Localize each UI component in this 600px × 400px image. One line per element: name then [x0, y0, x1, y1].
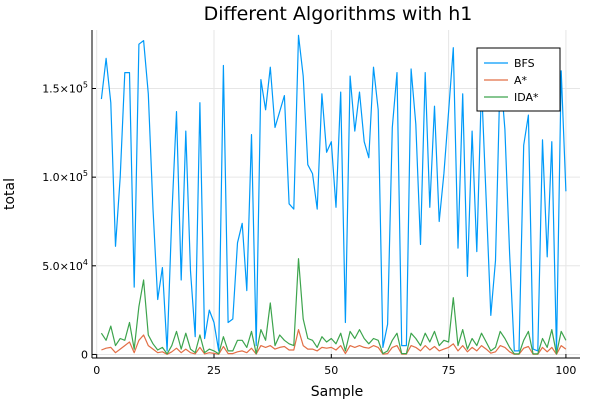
y-tick-base: 0 [81, 348, 88, 361]
legend: BFS A* IDA* [476, 47, 561, 112]
y-axis-label: total [2, 178, 18, 210]
y-tick-exponent: 5 [83, 81, 88, 90]
legend-label: A* [514, 74, 528, 87]
y-tick-label: 5.0×104 [42, 258, 88, 273]
y-tick-base: 5.0×10 [42, 260, 83, 273]
y-tick-exponent: 5 [83, 169, 88, 178]
series-line-a [101, 329, 567, 355]
series-group [100, 34, 567, 355]
x-tick-label: 75 [442, 364, 456, 377]
x-tick-label: 25 [207, 364, 221, 377]
x-axis-label: Sample [311, 384, 364, 400]
y-tick-label: 1.0×105 [42, 169, 88, 184]
series-line-ida [100, 258, 567, 355]
legend-label: BFS [514, 57, 535, 70]
y-tick-label: 0 [81, 348, 88, 361]
legend-label: IDA* [514, 91, 539, 104]
series-line-bfs [100, 34, 567, 352]
x-ticks: 0 25 50 75 100 [93, 354, 576, 377]
chart-title: Different Algorithms with h1 [204, 3, 473, 25]
x-tick-label: 50 [324, 364, 338, 377]
x-tick-label: 0 [93, 364, 100, 377]
y-tick-exponent: 4 [83, 258, 88, 267]
y-tick-label: 1.5×105 [42, 81, 88, 96]
y-tick-base: 1.0×10 [42, 171, 83, 184]
y-tick-base: 1.5×10 [42, 83, 83, 96]
x-tick-label: 100 [555, 364, 576, 377]
